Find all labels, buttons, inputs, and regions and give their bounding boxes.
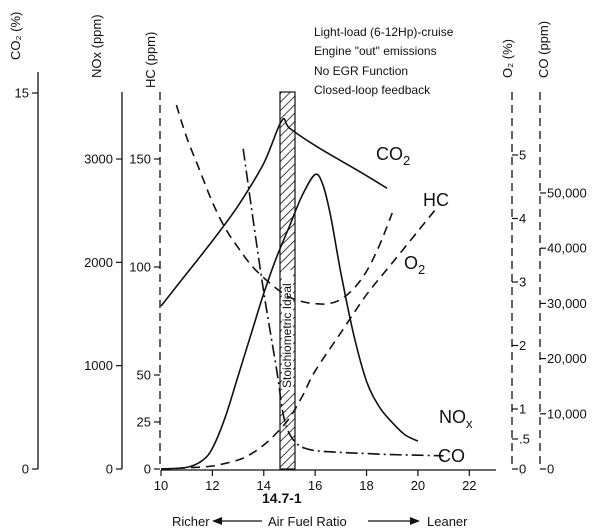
- y-tick-label: 3000: [84, 152, 113, 167]
- y-tick-label: 50,000: [547, 186, 587, 201]
- x-tick-label: 18: [359, 478, 373, 493]
- y-tick-label: 4: [519, 211, 526, 226]
- y-tick-label: 40,000: [547, 241, 587, 256]
- y-tick-label: 30,000: [547, 296, 587, 311]
- stoichiometric-band: Stoichiometric Ideal: [279, 91, 296, 470]
- x-axis-title: Air Fuel Ratio: [268, 514, 347, 529]
- x-tick-label: 22: [462, 478, 476, 493]
- y-axis-title: CO₂ (%): [8, 12, 23, 60]
- y-axis-co2: 0 15 CO₂ (%): [8, 12, 39, 477]
- y-tick-label: 0: [519, 462, 526, 477]
- y-tick-label: 100: [129, 260, 151, 275]
- x-tick-labels: 10 12 14 16 18 20 22: [154, 470, 477, 493]
- annotation-line: No EGR Function: [314, 64, 408, 78]
- series-line-nox: [160, 173, 419, 470]
- y-tick-label: 2: [519, 338, 526, 353]
- left-arrow: [212, 517, 262, 525]
- y-tick-label: 10,000: [547, 406, 587, 421]
- richer-label: Richer: [172, 514, 210, 529]
- annotation-line: Closed-loop feedback: [314, 83, 431, 97]
- y-tick-label: 150: [129, 152, 151, 167]
- x-tick-label: 12: [205, 478, 219, 493]
- stoich-marker-label: 14.7-1: [262, 490, 302, 506]
- y-tick-label: 20,000: [547, 351, 587, 366]
- y-tick-label: 5: [519, 148, 526, 163]
- y-axis-hc: 0 25 50 100 150 HC (ppm): [129, 32, 161, 477]
- y-tick-label: 0: [22, 462, 29, 477]
- series-label-o2: O2: [404, 253, 425, 277]
- y-axis-o2: 0 .5 1 2 3 4 5 O₂ (%): [500, 39, 530, 477]
- series-label-hc: HC: [423, 190, 449, 210]
- x-tick-label: 16: [308, 478, 322, 493]
- y-tick-label: 0: [144, 462, 151, 477]
- series-label-co2: CO2: [376, 144, 410, 168]
- y-tick-label: 15: [15, 86, 29, 101]
- y-tick-label: .5: [519, 432, 530, 447]
- annotation-line: Light-load (6-12Hp)-cruise: [314, 25, 454, 39]
- y-tick-label: 50: [137, 368, 151, 383]
- right-arrow: [368, 517, 420, 525]
- x-tick-label: 10: [154, 478, 168, 493]
- y-tick-label: 1: [519, 402, 526, 417]
- annotation-block: Light-load (6-12Hp)-cruise Engine "out" …: [314, 25, 454, 97]
- series-label-co: CO: [438, 446, 465, 466]
- series-label-nox: NOx: [439, 407, 473, 431]
- series-line-o2: [160, 205, 440, 470]
- series-labels: CO2 HC O2 NOx CO: [376, 144, 473, 466]
- x-tick-label: 20: [411, 478, 425, 493]
- y-axis-nox: 0 1000 2000 3000 NOx (ppm): [84, 14, 123, 477]
- x-tick-label: 14: [257, 478, 271, 493]
- y-axis-title: CO (ppm): [536, 21, 551, 78]
- y-axis-title: HC (ppm): [143, 32, 158, 88]
- series-line-co: [242, 148, 444, 457]
- y-axis-co: 0 10,000 20,000 30,000 40,000 50,000 CO (ppm): [536, 21, 587, 477]
- y-axis-title: O₂ (%): [500, 39, 515, 78]
- series-line-co2: [160, 117, 388, 307]
- y-tick-label: 1000: [84, 358, 113, 373]
- y-tick-label: 0: [106, 462, 113, 477]
- y-tick-label: 3: [519, 275, 526, 290]
- stoichiometric-band-label: Stoichiometric Ideal: [280, 283, 294, 388]
- y-tick-label: 25: [137, 415, 151, 430]
- y-axis-title: NOx (ppm): [89, 14, 104, 78]
- series-lines: [160, 104, 444, 470]
- leaner-label: Leaner: [427, 514, 468, 529]
- y-tick-label: 0: [547, 462, 554, 477]
- y-tick-label: 2000: [84, 255, 113, 270]
- x-axis-caption: Richer Air Fuel Ratio Leaner: [172, 514, 468, 529]
- annotation-line: Engine "out" emissions: [314, 44, 437, 58]
